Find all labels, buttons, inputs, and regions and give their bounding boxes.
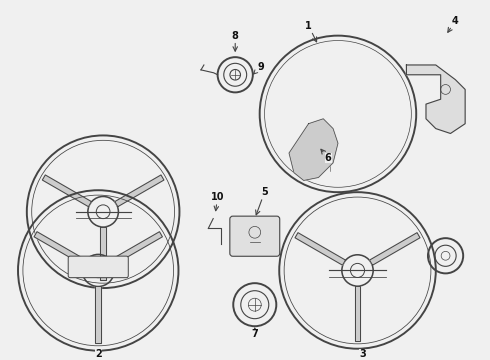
FancyBboxPatch shape (68, 256, 128, 278)
Text: 10: 10 (211, 192, 224, 211)
Polygon shape (34, 232, 86, 265)
Text: 8: 8 (232, 31, 239, 51)
Polygon shape (369, 233, 420, 265)
Polygon shape (355, 286, 361, 341)
Text: 6: 6 (321, 149, 332, 163)
Text: 3: 3 (359, 348, 366, 359)
Polygon shape (100, 227, 106, 280)
Polygon shape (289, 119, 338, 180)
Polygon shape (42, 175, 91, 207)
Polygon shape (406, 65, 465, 134)
Polygon shape (115, 175, 164, 207)
Text: 2: 2 (95, 348, 101, 359)
Text: 5: 5 (256, 187, 268, 215)
Text: 1: 1 (305, 21, 317, 42)
Polygon shape (96, 287, 101, 343)
Text: 9: 9 (258, 62, 265, 72)
Polygon shape (295, 233, 345, 265)
Text: 7: 7 (251, 328, 258, 339)
FancyBboxPatch shape (230, 216, 280, 256)
Text: 4: 4 (448, 16, 459, 32)
Polygon shape (111, 232, 162, 265)
